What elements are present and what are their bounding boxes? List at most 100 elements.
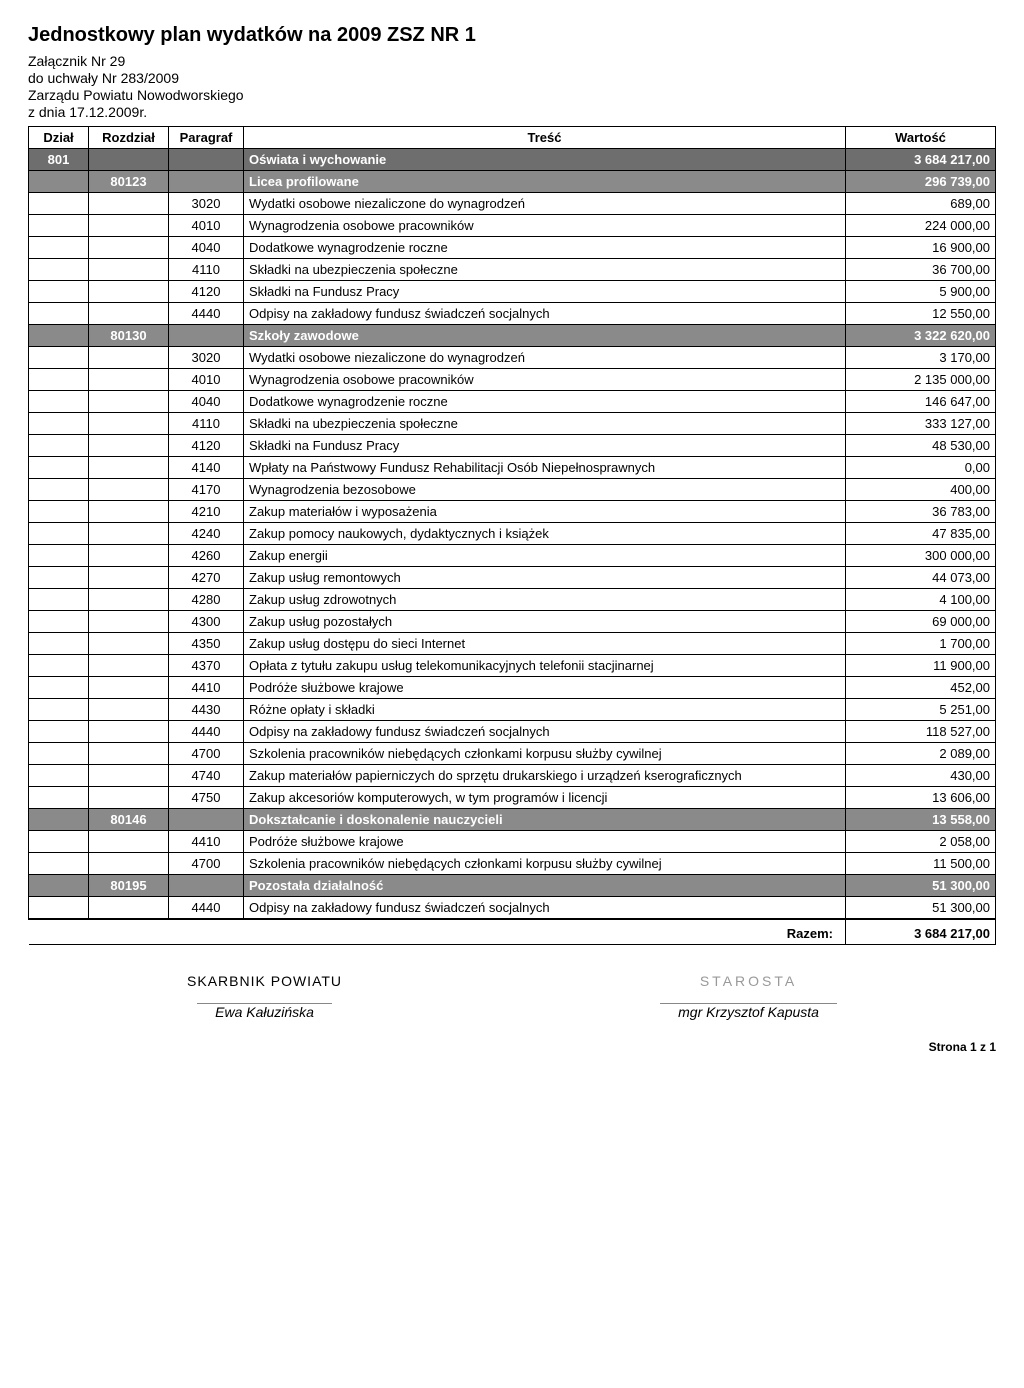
cell-dzial — [29, 347, 89, 369]
cell-rozdzial: 80123 — [89, 171, 169, 193]
cell-paragraf: 4700 — [169, 743, 244, 765]
cell-paragraf: 4280 — [169, 589, 244, 611]
meta-line: do uchwały Nr 283/2009 — [28, 70, 996, 86]
cell-tresc: Zakup usług dostępu do sieci Internet — [244, 633, 846, 655]
cell-rozdzial — [89, 677, 169, 699]
cell-paragraf: 4430 — [169, 699, 244, 721]
cell-rozdzial — [89, 149, 169, 171]
table-row: 4440Odpisy na zakładowy fundusz świadcze… — [29, 303, 996, 325]
cell-rozdzial — [89, 237, 169, 259]
table-row: 4210Zakup materiałów i wyposażenia36 783… — [29, 501, 996, 523]
cell-wartosc: 1 700,00 — [846, 633, 996, 655]
cell-tresc: Zakup energii — [244, 545, 846, 567]
cell-paragraf: 4440 — [169, 721, 244, 743]
cell-paragraf: 4140 — [169, 457, 244, 479]
cell-dzial — [29, 171, 89, 193]
cell-rozdzial — [89, 303, 169, 325]
cell-paragraf: 4210 — [169, 501, 244, 523]
cell-tresc: Opłata z tytułu zakupu usług telekomunik… — [244, 655, 846, 677]
table-row: 4750Zakup akcesoriów komputerowych, w ty… — [29, 787, 996, 809]
cell-wartosc: 4 100,00 — [846, 589, 996, 611]
table-row: 80123Licea profilowane296 739,00 — [29, 171, 996, 193]
cell-wartosc: 300 000,00 — [846, 545, 996, 567]
cell-tresc: Szkolenia pracowników niebędących członk… — [244, 743, 846, 765]
cell-rozdzial — [89, 567, 169, 589]
cell-paragraf: 4110 — [169, 259, 244, 281]
table-row: 4740Zakup materiałów papierniczych do sp… — [29, 765, 996, 787]
cell-rozdzial — [89, 193, 169, 215]
budget-table: Dział Rozdział Paragraf Treść Wartość 80… — [28, 126, 996, 945]
cell-paragraf: 4370 — [169, 655, 244, 677]
cell-tresc: Zakup usług remontowych — [244, 567, 846, 589]
page-footer: Strona 1 z 1 — [28, 1040, 996, 1054]
cell-dzial — [29, 391, 89, 413]
cell-wartosc: 13 558,00 — [846, 809, 996, 831]
table-row: 4280Zakup usług zdrowotnych4 100,00 — [29, 589, 996, 611]
cell-dzial — [29, 787, 89, 809]
cell-wartosc: 452,00 — [846, 677, 996, 699]
table-row: 801Oświata i wychowanie3 684 217,00 — [29, 149, 996, 171]
cell-wartosc: 3 684 217,00 — [846, 149, 996, 171]
cell-rozdzial — [89, 545, 169, 567]
signature-right-name: mgr Krzysztof Kapusta — [660, 1003, 837, 1020]
cell-dzial — [29, 809, 89, 831]
cell-wartosc: 146 647,00 — [846, 391, 996, 413]
cell-rozdzial — [89, 699, 169, 721]
cell-tresc: Składki na Fundusz Pracy — [244, 435, 846, 457]
table-row: 80146Dokształcanie i doskonalenie nauczy… — [29, 809, 996, 831]
cell-tresc: Podróże służbowe krajowe — [244, 831, 846, 853]
cell-tresc: Odpisy na zakładowy fundusz świadczeń so… — [244, 303, 846, 325]
cell-dzial — [29, 633, 89, 655]
table-row: 80195Pozostała działalność51 300,00 — [29, 875, 996, 897]
cell-dzial — [29, 765, 89, 787]
cell-tresc: Zakup pomocy naukowych, dydaktycznych i … — [244, 523, 846, 545]
cell-paragraf: 4270 — [169, 567, 244, 589]
cell-paragraf: 4040 — [169, 391, 244, 413]
cell-wartosc: 5 900,00 — [846, 281, 996, 303]
cell-paragraf — [169, 875, 244, 897]
cell-paragraf: 4700 — [169, 853, 244, 875]
table-row: 4440Odpisy na zakładowy fundusz świadcze… — [29, 721, 996, 743]
cell-wartosc: 296 739,00 — [846, 171, 996, 193]
cell-rozdzial — [89, 457, 169, 479]
cell-tresc: Różne opłaty i składki — [244, 699, 846, 721]
cell-wartosc: 333 127,00 — [846, 413, 996, 435]
table-row: 3020Wydatki osobowe niezaliczone do wyna… — [29, 193, 996, 215]
cell-wartosc: 5 251,00 — [846, 699, 996, 721]
cell-tresc: Składki na ubezpieczenia społeczne — [244, 259, 846, 281]
signature-right-title: STAROSTA — [660, 973, 837, 989]
cell-paragraf: 4010 — [169, 215, 244, 237]
cell-rozdzial — [89, 743, 169, 765]
cell-dzial — [29, 303, 89, 325]
cell-rozdzial — [89, 413, 169, 435]
cell-wartosc: 11 500,00 — [846, 853, 996, 875]
cell-paragraf: 4410 — [169, 831, 244, 853]
table-row: 4040Dodatkowe wynagrodzenie roczne16 900… — [29, 237, 996, 259]
cell-paragraf: 4240 — [169, 523, 244, 545]
cell-tresc: Zakup usług zdrowotnych — [244, 589, 846, 611]
cell-paragraf — [169, 149, 244, 171]
cell-tresc: Odpisy na zakładowy fundusz świadczeń so… — [244, 721, 846, 743]
cell-tresc: Wpłaty na Państwowy Fundusz Rehabilitacj… — [244, 457, 846, 479]
cell-rozdzial — [89, 215, 169, 237]
cell-tresc: Wydatki osobowe niezaliczone do wynagrod… — [244, 347, 846, 369]
table-row: 4430Różne opłaty i składki5 251,00 — [29, 699, 996, 721]
cell-dzial — [29, 501, 89, 523]
table-row: 4120Składki na Fundusz Pracy48 530,00 — [29, 435, 996, 457]
meta-line: z dnia 17.12.2009r. — [28, 104, 996, 120]
cell-wartosc: 3 322 620,00 — [846, 325, 996, 347]
cell-paragraf: 3020 — [169, 193, 244, 215]
table-row: 4010Wynagrodzenia osobowe pracowników224… — [29, 215, 996, 237]
cell-paragraf: 4260 — [169, 545, 244, 567]
signature-left-title: SKARBNIK POWIATU — [187, 973, 342, 989]
cell-rozdzial — [89, 853, 169, 875]
cell-dzial — [29, 435, 89, 457]
cell-wartosc: 44 073,00 — [846, 567, 996, 589]
cell-rozdzial — [89, 479, 169, 501]
table-row: 4110Składki na ubezpieczenia społeczne36… — [29, 259, 996, 281]
cell-tresc: Oświata i wychowanie — [244, 149, 846, 171]
cell-wartosc: 689,00 — [846, 193, 996, 215]
cell-dzial — [29, 721, 89, 743]
meta-line: Załącznik Nr 29 — [28, 53, 996, 69]
table-row: 4410Podróże służbowe krajowe452,00 — [29, 677, 996, 699]
